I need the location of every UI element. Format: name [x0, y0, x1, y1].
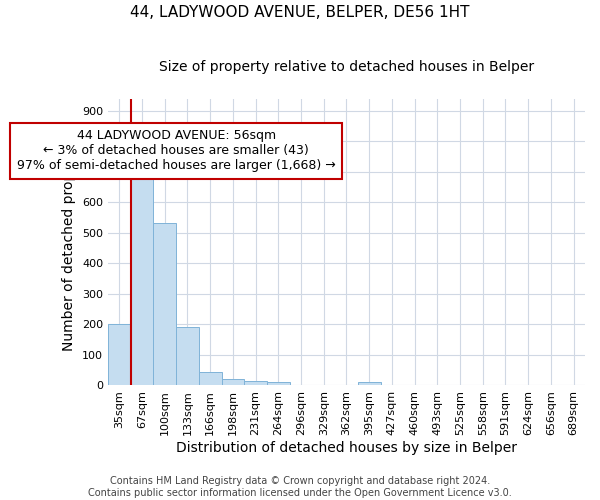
Text: 44, LADYWOOD AVENUE, BELPER, DE56 1HT: 44, LADYWOOD AVENUE, BELPER, DE56 1HT — [130, 5, 470, 20]
Text: 44 LADYWOOD AVENUE: 56sqm
← 3% of detached houses are smaller (43)
97% of semi-d: 44 LADYWOOD AVENUE: 56sqm ← 3% of detach… — [17, 130, 335, 172]
Bar — [244, 381, 267, 386]
Title: Size of property relative to detached houses in Belper: Size of property relative to detached ho… — [159, 60, 534, 74]
Bar — [108, 324, 131, 386]
Bar — [221, 380, 244, 386]
Bar — [358, 382, 380, 386]
Bar — [199, 372, 221, 386]
X-axis label: Distribution of detached houses by size in Belper: Distribution of detached houses by size … — [176, 441, 517, 455]
Y-axis label: Number of detached properties: Number of detached properties — [62, 133, 76, 352]
Text: Contains HM Land Registry data © Crown copyright and database right 2024.
Contai: Contains HM Land Registry data © Crown c… — [88, 476, 512, 498]
Bar — [267, 382, 290, 386]
Bar — [131, 168, 154, 386]
Bar — [176, 326, 199, 386]
Bar — [154, 223, 176, 386]
